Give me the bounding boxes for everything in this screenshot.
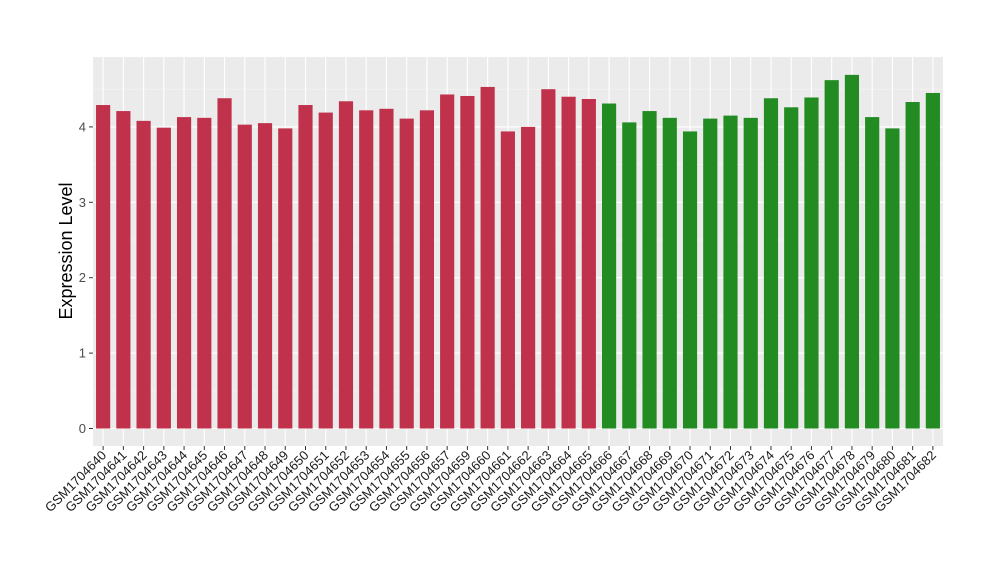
- bar: [298, 105, 313, 429]
- y-tick-label: 1: [79, 346, 86, 361]
- bar: [96, 105, 111, 429]
- y-tick-label: 0: [79, 421, 86, 436]
- bar: [440, 94, 455, 429]
- bar: [642, 111, 657, 429]
- bar: [318, 112, 333, 429]
- bar: [460, 95, 475, 429]
- bar: [176, 117, 192, 429]
- bar: [601, 103, 617, 429]
- bar: [703, 118, 718, 429]
- bar: [500, 131, 515, 429]
- x-axis: GSM1704640GSM1704641GSM1704642GSM1704643…: [42, 446, 939, 515]
- bar: [278, 128, 293, 429]
- bar: [237, 124, 252, 429]
- bar: [136, 120, 151, 429]
- y-tick-label: 4: [79, 119, 86, 134]
- bar: [804, 97, 819, 429]
- bar: [419, 110, 435, 429]
- bar: [905, 102, 920, 429]
- bar: [763, 98, 779, 429]
- bar: [682, 131, 698, 429]
- bar: [541, 89, 556, 429]
- bars: [96, 74, 940, 429]
- bar: [116, 111, 131, 429]
- bar: [521, 126, 536, 429]
- y-axis-title: Expression Level: [56, 182, 76, 319]
- y-tick-label: 2: [79, 270, 86, 285]
- bar: [561, 96, 576, 429]
- bar: [379, 108, 394, 429]
- bar: [156, 127, 171, 429]
- bar: [723, 115, 738, 429]
- bar: [217, 98, 232, 429]
- bar: [925, 92, 940, 429]
- bar: [338, 101, 354, 429]
- bar: [784, 107, 799, 429]
- bar: [662, 117, 677, 429]
- bar: [197, 117, 212, 429]
- bar: [743, 117, 758, 429]
- bar: [824, 80, 839, 429]
- bar: [865, 117, 880, 429]
- plot-panel: [93, 57, 943, 446]
- bar: [399, 118, 414, 429]
- bar: [480, 86, 495, 429]
- bar: [622, 122, 637, 429]
- y-axis: 0 1 2 3 4: [79, 119, 93, 436]
- bar: [844, 74, 860, 429]
- bar: [885, 128, 900, 429]
- bar: [581, 99, 596, 429]
- bar: [257, 123, 273, 429]
- y-tick-label: 3: [79, 195, 86, 210]
- bar: [359, 110, 374, 429]
